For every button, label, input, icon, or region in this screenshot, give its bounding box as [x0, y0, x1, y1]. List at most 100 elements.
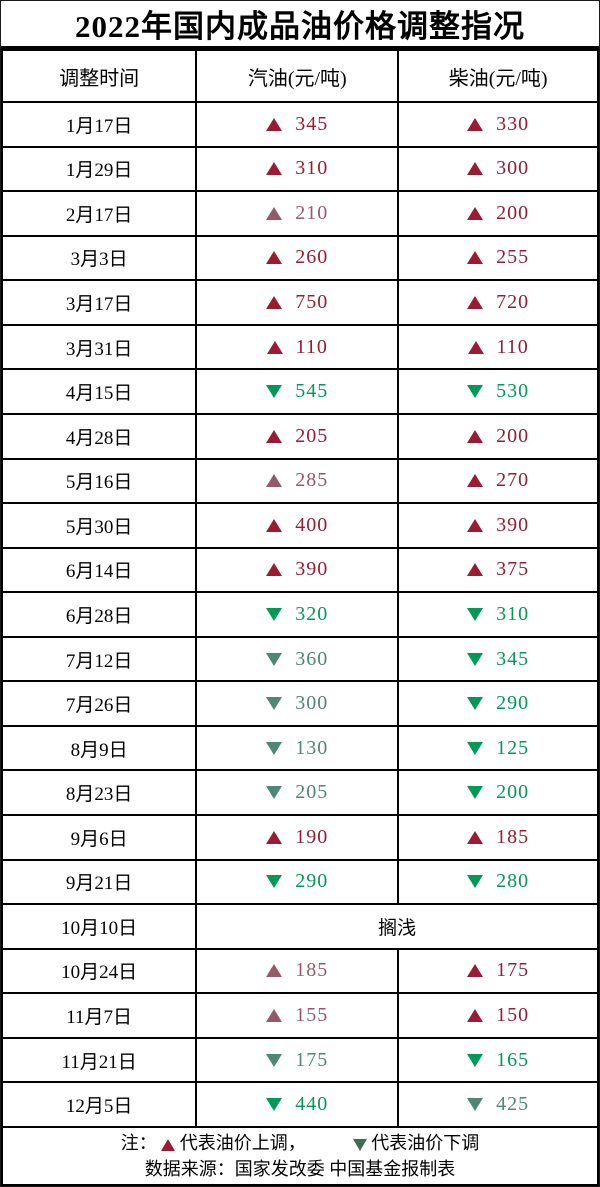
down-triangle-icon — [467, 607, 484, 621]
value-text: 185 — [496, 825, 530, 848]
date-cell: 3月31日 — [0, 323, 198, 371]
table-row: 4月28日 205 200 — [0, 412, 599, 460]
gasoline-value-cell: 400 — [195, 502, 400, 549]
value-text: 285 — [295, 469, 329, 492]
diesel-value-cell: 200 — [397, 412, 599, 460]
gasoline-value-cell: 545 — [195, 368, 400, 415]
table-row: 8月9日 130 125 — [0, 724, 599, 772]
date-cell: 2月17日 — [0, 190, 198, 237]
down-triangle-icon — [467, 1053, 484, 1067]
value-text: 200 — [496, 424, 530, 447]
value-text: 155 — [295, 1004, 329, 1027]
value-text: 165 — [496, 1048, 530, 1071]
value-text: 200 — [496, 781, 530, 804]
date-cell: 1月17日 — [0, 101, 198, 148]
up-triangle-icon — [266, 474, 283, 488]
value-text: 375 — [496, 558, 530, 581]
table-row: 7月26日 300 290 — [0, 680, 599, 727]
value-text: 260 — [295, 246, 329, 269]
down-triangle-icon — [467, 697, 484, 711]
down-triangle-icon — [266, 786, 283, 800]
note-label: 注： — [120, 1132, 157, 1153]
up-triangle-icon — [467, 563, 484, 577]
value-text: 175 — [295, 1048, 329, 1071]
value-text: 310 — [295, 157, 329, 180]
diesel-value-cell: 185 — [397, 814, 599, 861]
up-triangle-icon — [266, 296, 283, 310]
up-triangle-icon — [467, 162, 484, 176]
value-text: 530 — [496, 380, 530, 403]
value-text: 280 — [496, 870, 530, 893]
value-text: 210 — [295, 201, 329, 224]
table-row: 12月5日 440 425 — [0, 1081, 599, 1128]
value-text: 345 — [295, 112, 329, 135]
down-triangle-icon — [467, 385, 484, 399]
value-text: 545 — [295, 380, 329, 403]
value-text: 255 — [496, 246, 530, 269]
date-cell: 11月7日 — [0, 992, 198, 1039]
gasoline-value-cell: 285 — [195, 457, 400, 505]
gasoline-value-cell: 210 — [195, 190, 400, 237]
date-cell: 7月12日 — [0, 635, 198, 683]
value-text: 360 — [295, 647, 329, 670]
diesel-value-cell: 530 — [397, 368, 599, 415]
col-header-gasoline: 汽油(元/吨) — [195, 49, 400, 103]
value-text: 110 — [496, 335, 529, 358]
value-text: 300 — [295, 692, 329, 715]
value-text: 300 — [496, 157, 530, 180]
date-cell: 4月15日 — [0, 368, 198, 415]
value-text: 310 — [496, 602, 530, 625]
up-legend-text: 代表油价上调， — [179, 1132, 306, 1153]
up-triangle-icon — [467, 474, 484, 488]
table-row: 5月16日 285 270 — [0, 457, 599, 505]
col-header-diesel: 柴油(元/吨) — [397, 49, 599, 103]
date-cell: 8月23日 — [0, 769, 198, 816]
up-triangle-icon — [266, 117, 283, 131]
diesel-value-cell: 345 — [397, 635, 599, 683]
gasoline-value-cell: 185 — [195, 947, 400, 995]
diesel-value-cell: 150 — [397, 992, 599, 1039]
gasoline-value-cell: 440 — [195, 1081, 400, 1128]
gasoline-value-cell: 110 — [195, 323, 400, 371]
diesel-value-cell: 720 — [397, 279, 599, 326]
gasoline-value-cell: 205 — [195, 769, 400, 816]
legend-line: 注： 代表油价上调， 代表油价下调 — [3, 1130, 597, 1156]
table-row: 6月28日 320 310 — [0, 591, 599, 638]
date-cell: 8月9日 — [0, 724, 198, 772]
down-triangle-icon — [352, 1138, 367, 1151]
date-cell: 6月28日 — [0, 591, 198, 638]
table-row: 11月7日 155 150 — [0, 992, 599, 1039]
up-triangle-icon — [266, 830, 283, 844]
table-row: 1月29日 310 300 — [0, 145, 599, 193]
up-triangle-icon — [161, 1138, 176, 1151]
diesel-value-cell: 165 — [397, 1036, 599, 1084]
down-triangle-icon — [467, 652, 484, 666]
gasoline-value-cell: 175 — [195, 1036, 400, 1084]
value-text: 205 — [295, 781, 329, 804]
up-triangle-icon — [467, 1009, 484, 1023]
table-row: 6月14日 390 375 — [0, 546, 599, 594]
up-triangle-icon — [266, 518, 283, 532]
value-text: 125 — [496, 736, 530, 759]
down-legend-text: 代表油价下调 — [371, 1132, 480, 1153]
diesel-value-cell: 175 — [397, 947, 599, 995]
gasoline-value-cell: 345 — [195, 101, 400, 148]
date-cell: 10月10日 — [0, 903, 198, 950]
date-cell: 3月17日 — [0, 279, 198, 326]
up-triangle-icon — [467, 830, 484, 844]
value-text: 205 — [295, 424, 329, 447]
up-triangle-icon — [266, 563, 283, 577]
date-cell: 11月21日 — [0, 1036, 198, 1084]
table-row: 9月6日 190 185 — [0, 814, 599, 861]
date-cell: 5月30日 — [0, 502, 198, 549]
up-triangle-icon — [266, 340, 283, 354]
col-header-time: 调整时间 — [0, 49, 198, 103]
down-triangle-icon — [266, 741, 283, 755]
gasoline-value-cell: 320 — [195, 591, 400, 638]
table-row: 1月17日 345 330 — [0, 101, 599, 148]
down-triangle-icon — [266, 385, 283, 399]
diesel-value-cell: 290 — [397, 680, 599, 727]
value-text: 130 — [295, 736, 329, 759]
up-triangle-icon — [266, 964, 283, 978]
up-triangle-icon — [467, 117, 484, 131]
